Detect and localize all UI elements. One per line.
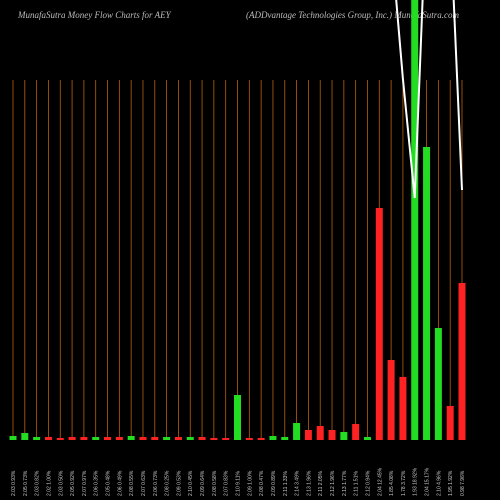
chart-title: MunafaSutra Money Flow Charts for AEY [17,10,172,20]
bar [411,0,419,440]
x-tick-label: 2.06 0.35% [94,470,100,496]
bar [293,423,301,440]
bar [174,437,182,440]
x-tick-label: 2.13 1.77% [342,470,348,496]
x-tick-label: 2.05 0.48% [106,470,112,496]
x-tick-label: 2.09 0.53% [176,470,182,496]
x-tick-label: 2.13 1.96% [306,470,312,496]
x-tick-label: 2.12 0.94% [365,470,371,496]
x-tick-label: 2.12 1.96% [330,470,336,496]
bar [92,437,100,440]
bar [340,432,348,440]
bar [281,437,289,440]
x-tick-label: 2.11 1.51% [354,471,360,496]
x-tick-label: 2.06 0.49% [117,470,123,496]
x-tick-label: 0.98 7.96% [460,470,466,496]
bar [316,426,324,440]
bar [9,436,17,440]
x-tick-label: 1.95 1.92% [448,470,454,496]
x-tick-label: 1.78 3.72% [401,470,407,496]
x-tick-label: 2.06 0.73% [153,470,159,496]
bar [115,437,123,440]
bar [245,438,253,440]
bar [222,438,230,440]
bar [163,437,171,440]
bar [151,437,159,440]
x-tick-label: 2.02 1.00% [46,470,52,496]
x-tick-label: 2.08 0.47% [259,470,265,496]
x-tick-label: 2.08 0.55% [129,470,135,496]
bar [352,424,360,440]
x-tick-label: 2.04 12.45% [377,467,383,496]
x-tick-label: 2.09 1.00% [247,470,253,496]
x-tick-label: 2.09 0.89% [271,470,277,496]
x-tick-label: 1.93 18.92% [413,467,419,496]
bar [80,437,88,440]
bar [33,437,41,440]
x-tick-label: 2.07 0.63% [141,470,147,496]
x-tick-label: 2.11 2.05% [318,471,324,496]
bar [434,328,442,440]
x-tick-label: 2.08 0.58% [212,470,218,496]
x-tick-label: 2.04 15.17% [425,467,431,496]
bar [328,430,336,440]
x-tick-label: 2.07 0.97% [82,470,88,496]
bar [198,437,206,440]
x-tick-label: 2.05 0.73% [23,470,29,496]
bar [234,395,241,440]
x-tick-label: 2.10 4.96% [436,470,442,496]
bar [257,438,265,440]
x-tick-label: 2.03 0.82% [35,470,41,496]
bar [387,360,395,440]
x-tick-label: 2.03 0.93% [11,470,17,496]
x-tick-label: 2.08 0.25% [165,470,171,496]
bar [127,436,135,440]
bar [399,377,407,440]
bar [186,437,194,440]
bar [68,437,76,440]
bar [21,433,29,440]
bar [423,147,431,440]
bar [56,438,64,440]
x-tick-label: 2.10 9.11% [236,471,242,496]
x-tick-label: 2.11 1.33% [283,471,289,496]
chart-subtitle: (ADDvantage Technologies Group, Inc.) Mu… [246,10,460,20]
bar [363,437,371,440]
x-tick-label: 2.03 0.50% [58,470,64,496]
bar [375,208,383,440]
bar [446,406,454,440]
x-tick-label: 2.05 0.92% [70,470,76,496]
x-tick-label: 2.14 3.49% [295,470,301,496]
x-tick-label: 2.07 0.83% [224,470,230,496]
x-tick-label: 2.10 0.45% [188,470,194,496]
bar [104,437,112,440]
bar [458,283,466,440]
bar [44,437,52,440]
price-line [395,0,463,199]
bar [210,438,218,440]
bar [304,430,312,440]
x-tick-label: 2.09 0.64% [200,470,206,496]
bar [139,437,147,440]
x-tick-label: 1.85 4.08% [389,470,395,496]
bar [269,436,277,440]
